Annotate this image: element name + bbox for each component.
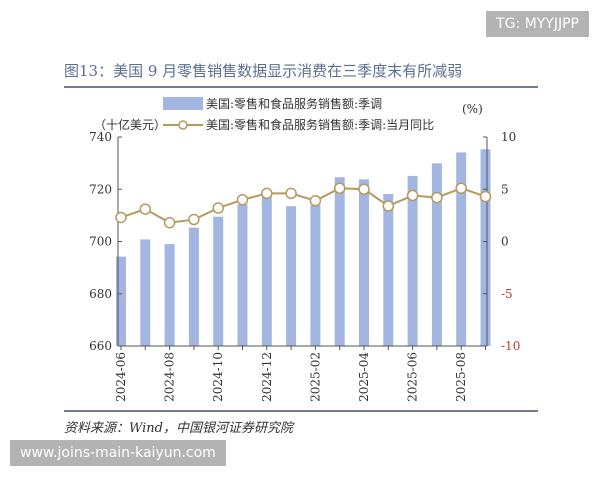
yoy-point	[479, 190, 492, 203]
watermark-top: TG: MYYJJPP	[486, 11, 589, 37]
bar	[116, 256, 126, 346]
bar	[286, 206, 297, 346]
x-tick-label: 2024-08	[163, 352, 177, 402]
bar	[480, 149, 491, 346]
yoy-point	[115, 211, 127, 224]
bar	[407, 175, 418, 346]
bar	[431, 163, 442, 346]
yoy-point	[431, 191, 443, 204]
bar	[237, 204, 248, 346]
yoy-point	[163, 216, 176, 229]
bar	[310, 204, 321, 346]
x-tick-label: 2024-12	[260, 352, 274, 402]
bar	[261, 195, 272, 346]
bar	[359, 179, 369, 346]
right-tick-label: -10	[501, 339, 520, 353]
bar	[164, 244, 175, 346]
x-tick-label: 2025-06	[406, 352, 420, 402]
right-tick-label: 0	[501, 235, 509, 249]
legend-line-label: 美国:零售和食品服务销售额:季调:当月同比	[206, 117, 434, 132]
yoy-point	[261, 187, 273, 200]
legend-line-marker	[178, 120, 188, 130]
x-tick-label: 2025-04	[357, 352, 371, 402]
left-tick-label: 740	[89, 130, 112, 144]
yoy-point	[406, 189, 419, 202]
source-rule	[64, 410, 538, 412]
yoy-point	[333, 182, 346, 194]
title-rule	[64, 86, 538, 88]
yoy-point	[236, 193, 249, 206]
bar	[383, 193, 394, 346]
x-tick-label: 2024-10	[211, 352, 225, 402]
yoy-point	[212, 202, 224, 214]
x-tick-label: 2024-06	[114, 352, 128, 402]
right-tick-label: -5	[501, 287, 513, 301]
legend-bar-label: 美国:零售和食品服务销售额:季调	[206, 96, 382, 111]
x-tick-label: 2025-02	[308, 352, 322, 402]
yoy-point	[382, 200, 395, 212]
right-axis-unit: (%)	[462, 102, 483, 116]
yoy-point	[139, 203, 152, 215]
bar	[140, 239, 151, 346]
legend-bar-swatch	[163, 97, 203, 110]
bar	[213, 216, 224, 346]
yoy-point	[358, 183, 370, 195]
yoy-point	[188, 213, 200, 226]
x-tick-label: 2025-08	[454, 352, 468, 402]
bar	[456, 152, 467, 346]
yoy-point	[309, 194, 322, 207]
right-tick-label: 5	[501, 182, 509, 196]
left-tick-label: 660	[89, 339, 112, 353]
left-tick-label: 700	[89, 235, 112, 249]
yoy-point	[455, 182, 467, 194]
left-tick-label: 680	[89, 287, 112, 301]
yoy-line	[120, 187, 486, 224]
right-tick-label: 10	[501, 130, 516, 144]
yoy-point	[285, 187, 297, 200]
left-axis-unit: （十亿美元）	[94, 117, 166, 132]
left-tick-label: 720	[89, 182, 112, 196]
chart-title: 图13：美国 9 月零售销售数据显示消费在三季度末有所减弱	[64, 62, 463, 80]
bar	[334, 177, 345, 346]
source-note: 资料来源：Wind，中国银河证券研究院	[64, 421, 293, 436]
watermark-bottom: www.joins-main-kaiyun.com	[10, 440, 226, 466]
bar	[188, 227, 199, 346]
